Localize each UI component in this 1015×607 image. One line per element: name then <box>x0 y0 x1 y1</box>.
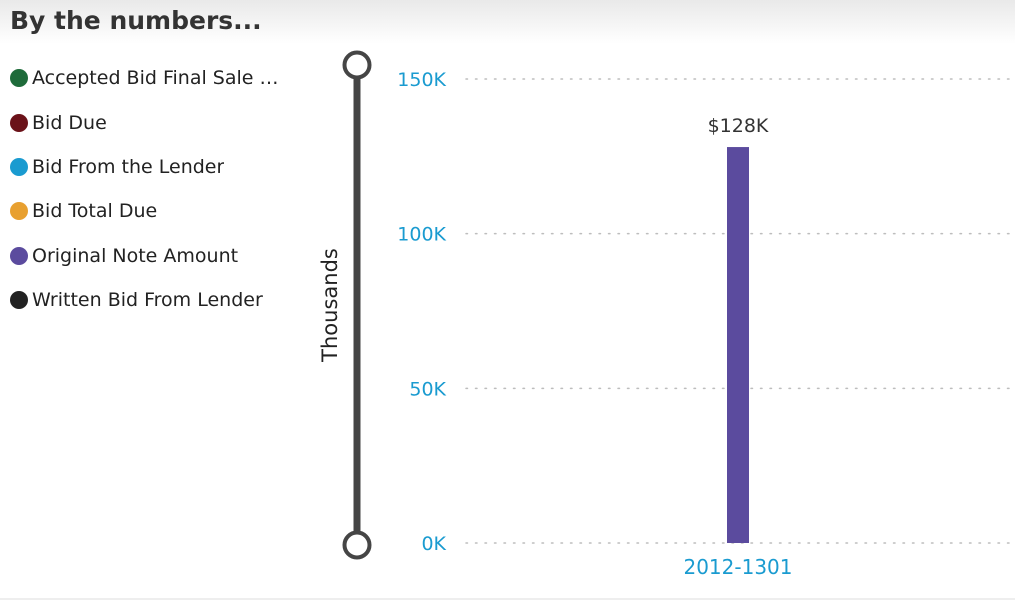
legend-swatch-icon <box>10 69 28 88</box>
legend-swatch-icon <box>10 113 28 132</box>
x-tick-label: 2012-1301 <box>683 555 792 579</box>
legend: Accepted Bid Final Sale A... Bid Due Bid F… <box>10 56 300 322</box>
y-axis-range-slider[interactable] <box>342 50 372 560</box>
y-tick-label: 0K <box>421 533 446 555</box>
y-tick-label: 100K <box>397 224 446 246</box>
page-title: By the numbers... <box>10 6 262 35</box>
y-axis-title: Thousands <box>318 248 342 363</box>
bottom-divider <box>0 598 1015 600</box>
legend-item[interactable]: Written Bid From Lender <box>10 278 300 322</box>
bar-data-label: $128K <box>708 115 769 137</box>
y-tick-label: 150K <box>397 69 446 91</box>
legend-swatch-icon <box>10 291 28 310</box>
legend-item[interactable]: Bid Due <box>10 100 300 144</box>
x-axis-labels: 2012-1301 <box>683 555 792 579</box>
y-axis-ticks: 0K 50K 100K 150K <box>397 69 446 555</box>
legend-item[interactable]: Accepted Bid Final Sale A... <box>10 56 300 100</box>
legend-swatch-icon <box>10 202 28 221</box>
legend-item[interactable]: Bid From the Lender <box>10 145 300 189</box>
slider-bottom-handle[interactable] <box>342 530 372 560</box>
slider-top-handle[interactable] <box>342 50 372 80</box>
legend-swatch-icon <box>10 157 28 176</box>
legend-item[interactable]: Bid Total Due <box>10 189 300 233</box>
bars: $128K <box>708 115 769 543</box>
bar[interactable] <box>727 147 749 543</box>
legend-swatch-icon <box>10 246 28 265</box>
legend-item[interactable]: Original Note Amount <box>10 234 300 278</box>
header-bar <box>0 0 1015 44</box>
y-tick-label: 50K <box>409 378 446 400</box>
